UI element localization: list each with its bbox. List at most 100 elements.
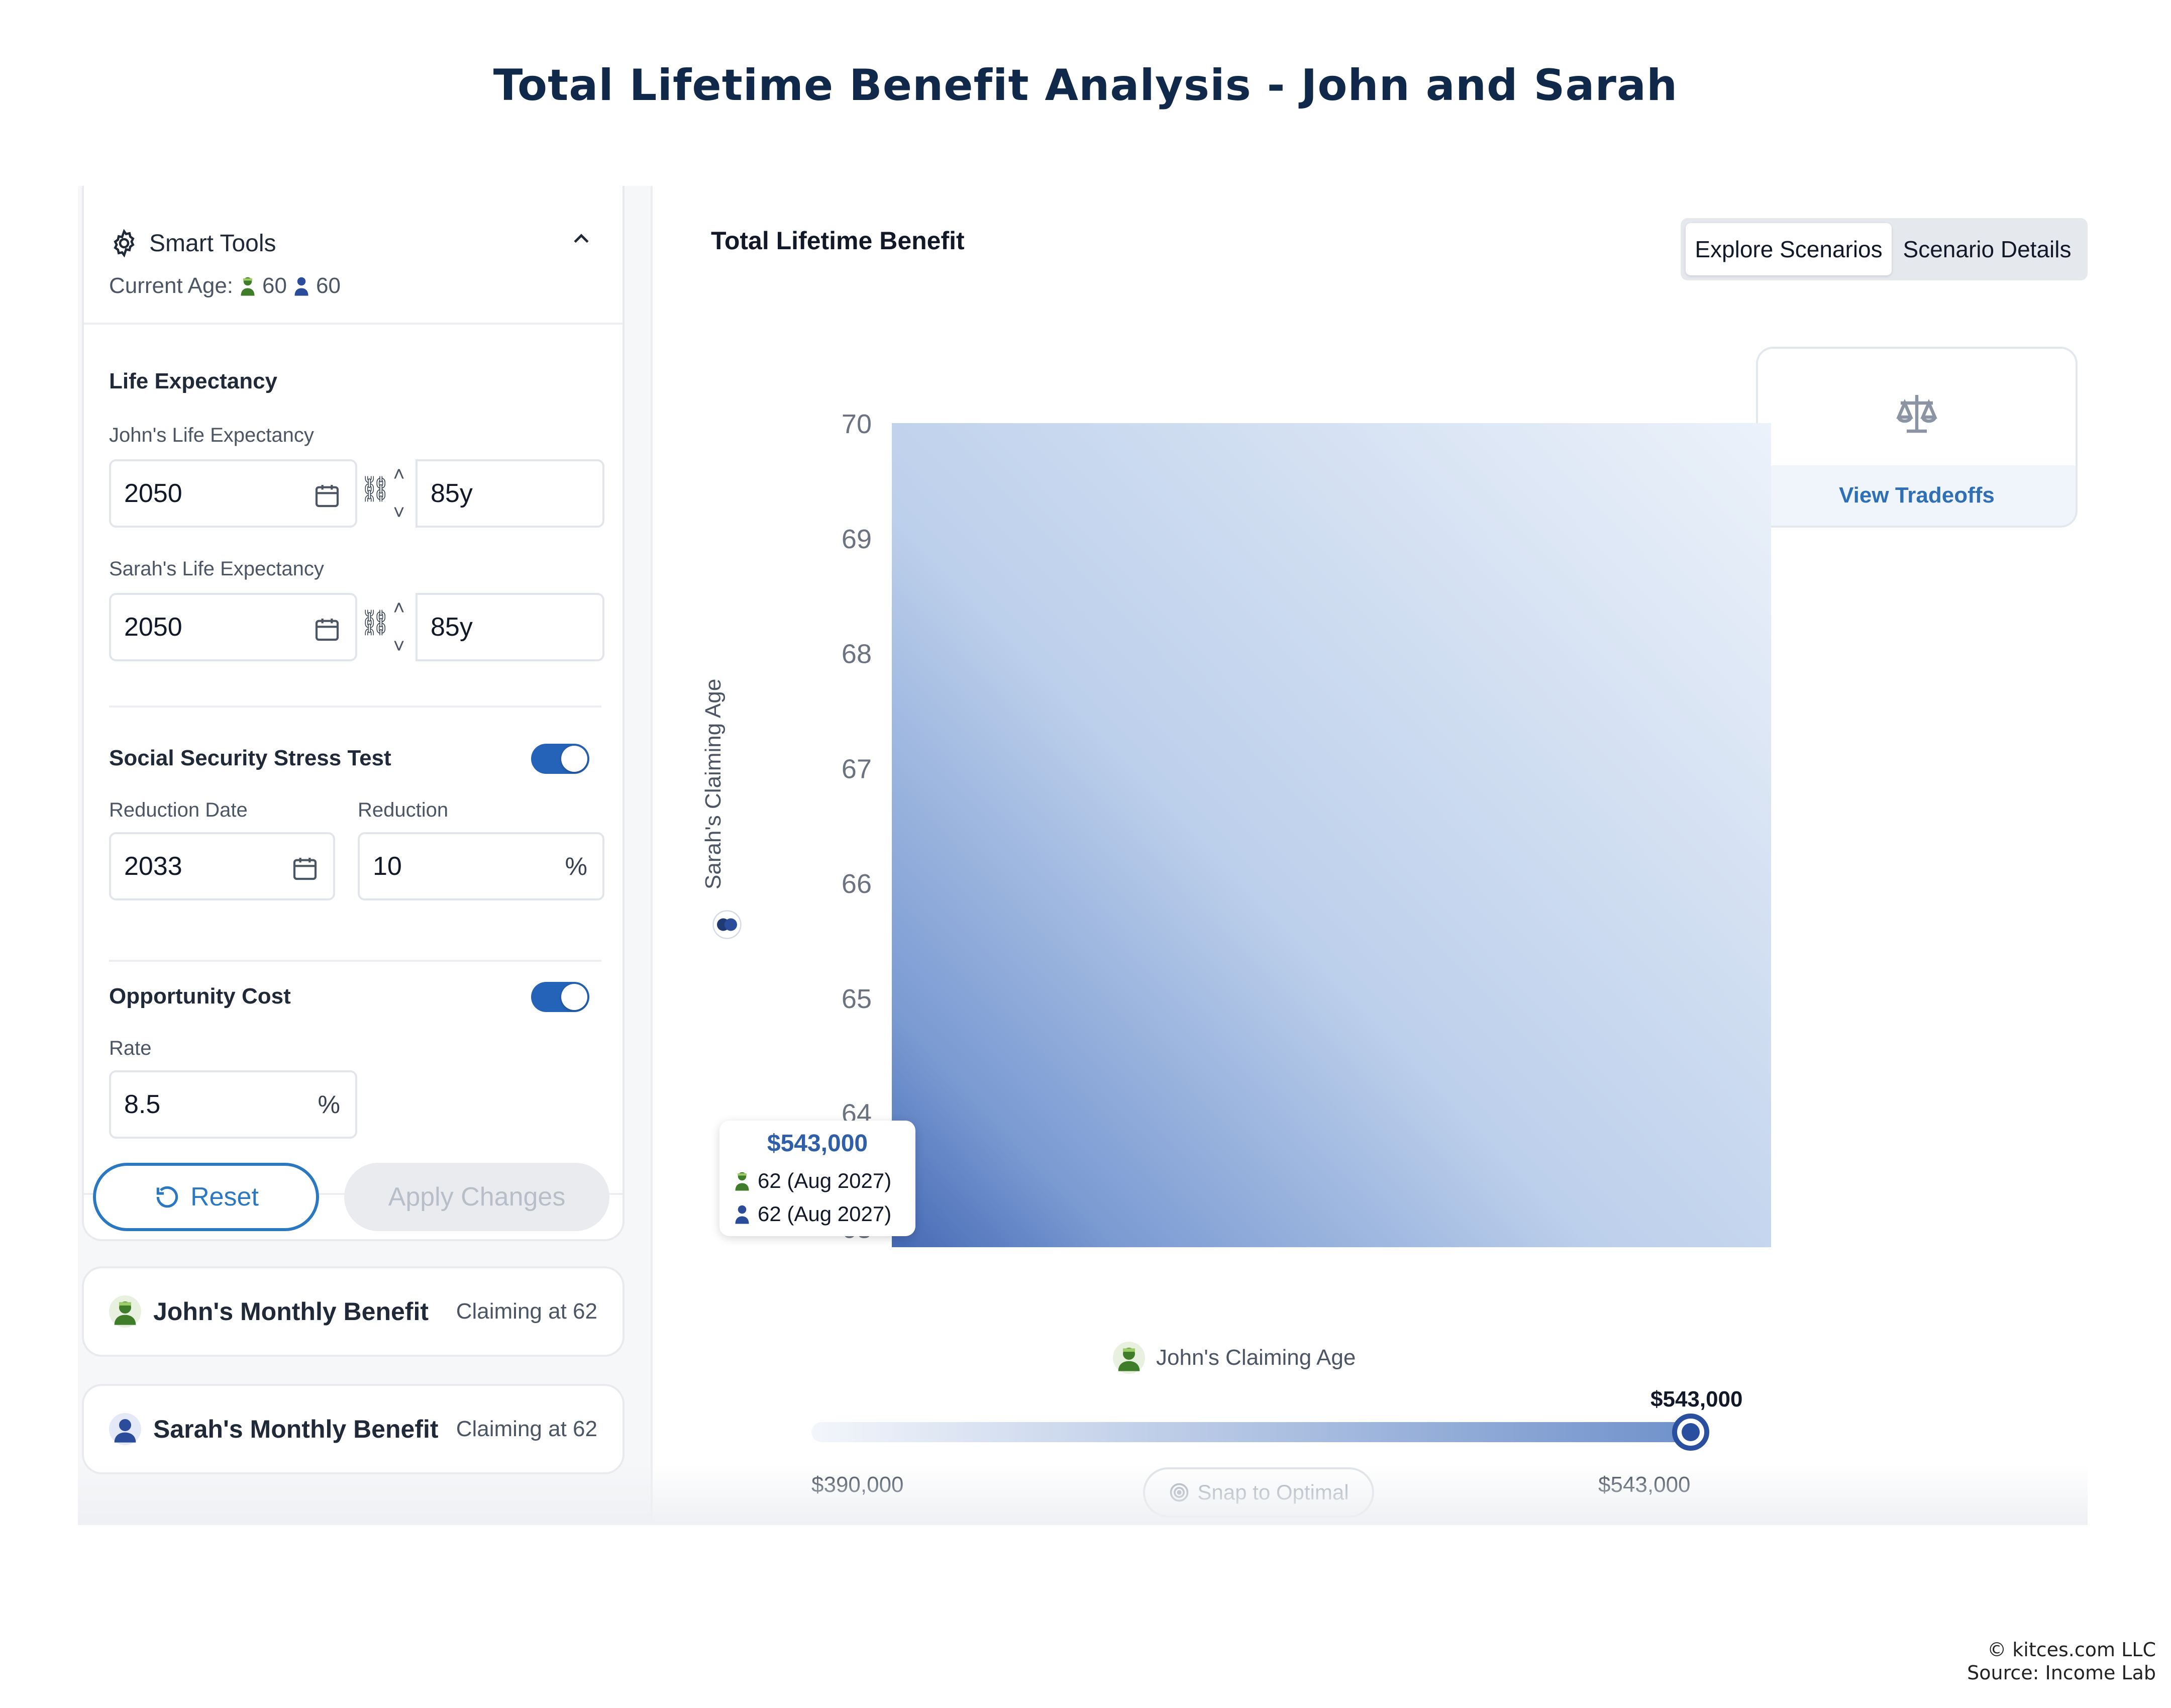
person-green-icon (1113, 1342, 1145, 1374)
apply-changes-label: Apply Changes (388, 1182, 566, 1212)
john-life-expectancy-year-value: 2050 (124, 479, 182, 508)
y-tick-label: 67 (842, 754, 872, 784)
gear-icon (109, 228, 139, 258)
step-down-icon[interactable]: ˅ (393, 501, 405, 524)
sarah-age-stepper[interactable]: ˄ ˅ (382, 593, 418, 661)
person-green-icon (240, 276, 255, 296)
calendar-icon[interactable] (291, 854, 319, 882)
tab-scenario-details[interactable]: Scenario Details (1903, 236, 2072, 262)
step-down-icon[interactable]: ˅ (393, 635, 405, 657)
person-blue-icon (294, 276, 309, 296)
reset-label: Reset (190, 1182, 259, 1212)
slider-min-label: $390,000 (811, 1472, 904, 1497)
sarah-life-expectancy-label: Sarah's Life Expectancy (109, 558, 324, 580)
john-claiming-text: Claiming at 62 (456, 1299, 597, 1324)
john-life-expectancy-age-input[interactable]: 85y (418, 459, 604, 528)
tooltip-john-value: 62 (Aug 2027) (758, 1169, 892, 1192)
chevron-up-icon[interactable] (570, 228, 592, 250)
person-blue-icon (109, 1413, 141, 1445)
benefit-slider-track[interactable] (811, 1422, 1691, 1442)
current-age-label: Current Age: (109, 273, 234, 298)
sarah-age-marker-icon[interactable] (712, 910, 742, 940)
snap-to-optimal-label: Snap to Optimal (1197, 1480, 1349, 1504)
sidebar: Smart Tools Current Age: 60 60 Life Expe… (78, 186, 653, 1525)
person-green-icon (109, 1295, 141, 1328)
app-window: Smart Tools Current Age: 60 60 Life Expe… (78, 186, 2088, 1525)
heatmap-chart[interactable]: 626364656667686970 626364656667686970 (681, 192, 1836, 1247)
person-green-icon (735, 1171, 750, 1191)
credit-block: © kitces.com LLC Source: Income Lab (1967, 1638, 2156, 1684)
y-tick-label: 70 (842, 409, 872, 439)
reset-button[interactable]: Reset (93, 1163, 319, 1231)
john-current-age: 60 (262, 273, 287, 298)
john-life-expectancy-year-input[interactable]: 2050 (109, 459, 357, 528)
reduction-value: 10 (373, 852, 402, 881)
divider (84, 323, 623, 325)
rate-value: 8.5 (124, 1090, 161, 1119)
source-text: Source: Income Lab (1967, 1662, 2156, 1684)
refresh-icon (153, 1183, 181, 1211)
tooltip-john-row: 62 (Aug 2027) (735, 1169, 891, 1193)
view-tradeoffs-card[interactable]: View Tradeoffs (1756, 347, 2078, 528)
john-benefit-title: John's Monthly Benefit (153, 1297, 429, 1326)
opportunity-cost-toggle[interactable] (531, 982, 589, 1012)
reduction-date-value: 2033 (124, 852, 182, 881)
rate-input[interactable]: 8.5 % (109, 1070, 357, 1139)
link-icon[interactable]: ⛓ (359, 609, 391, 637)
step-up-icon[interactable]: ˄ (393, 597, 405, 619)
divider (109, 706, 601, 708)
sarah-life-expectancy-age-input[interactable]: 85y (418, 593, 604, 661)
calendar-icon[interactable] (313, 615, 341, 643)
sarah-claiming-text: Claiming at 62 (456, 1417, 597, 1441)
view-tabs: Explore Scenarios Scenario Details (1681, 218, 2088, 280)
john-life-expectancy-age-value: 85y (431, 479, 473, 508)
snap-to-optimal-button[interactable]: Snap to Optimal (1143, 1467, 1374, 1518)
y-tick-label: 68 (842, 639, 872, 669)
tab-explore-scenarios[interactable]: Explore Scenarios (1686, 223, 1892, 275)
step-up-icon[interactable]: ˄ (393, 463, 405, 485)
scale-icon (1893, 389, 1941, 437)
calendar-icon[interactable] (313, 481, 341, 510)
tooltip-sarah-value: 62 (Aug 2027) (758, 1202, 892, 1226)
sarah-life-expectancy-age-value: 85y (431, 613, 473, 642)
slider-current-value: $543,000 (1650, 1387, 1743, 1412)
john-benefit-card[interactable]: John's Monthly Benefit Claiming at 62 (82, 1266, 625, 1357)
apply-changes-button[interactable]: Apply Changes (344, 1163, 609, 1231)
slider-max-label: $543,000 (1598, 1472, 1691, 1497)
view-tradeoffs-label: View Tradeoffs (1839, 483, 1995, 508)
copyright-text: © kitces.com LLC (1987, 1639, 2156, 1661)
tooltip-value: $543,000 (767, 1130, 868, 1157)
rate-unit: % (318, 1090, 340, 1119)
y-tick-label: 66 (842, 869, 872, 899)
y-tick-label: 65 (842, 984, 872, 1014)
reduction-input[interactable]: 10 % (358, 832, 604, 900)
tooltip-sarah-row: 62 (Aug 2027) (735, 1202, 891, 1226)
stress-test-heading: Social Security Stress Test (109, 746, 391, 770)
john-age-stepper[interactable]: ˄ ˅ (382, 459, 418, 528)
sarah-current-age: 60 (316, 273, 341, 298)
heatmap-surface[interactable] (892, 423, 1771, 1247)
smart-tools-card: Smart Tools Current Age: 60 60 Life Expe… (82, 186, 625, 1241)
y-axis-label: Sarah's Claiming Age (701, 678, 726, 889)
smart-tools-header[interactable]: Smart Tools (109, 223, 276, 263)
benefit-slider-thumb[interactable] (1672, 1414, 1709, 1451)
sarah-life-expectancy-year-input[interactable]: 2050 (109, 593, 357, 661)
reduction-date-input[interactable]: 2033 (109, 832, 335, 900)
sarah-benefit-card[interactable]: Sarah's Monthly Benefit Claiming at 62 (82, 1384, 625, 1474)
reduction-unit: % (565, 852, 587, 880)
life-expectancy-heading: Life Expectancy (109, 369, 278, 393)
reduction-label: Reduction (358, 799, 449, 821)
person-blue-icon (735, 1204, 750, 1224)
view-tradeoffs-footer[interactable]: View Tradeoffs (1758, 465, 2076, 526)
current-age-row: Current Age: 60 60 (109, 273, 341, 298)
link-icon[interactable]: ⛓ (359, 475, 391, 503)
rate-label: Rate (109, 1037, 152, 1059)
stress-test-toggle[interactable] (531, 744, 589, 774)
x-axis-label: John's Claiming Age (1156, 1345, 1356, 1370)
opportunity-cost-heading: Opportunity Cost (109, 984, 291, 1009)
divider (109, 960, 601, 962)
y-tick-label: 69 (842, 524, 872, 554)
target-icon (1168, 1481, 1190, 1503)
page-title: Total Lifetime Benefit Analysis - John a… (493, 60, 1678, 111)
reduction-date-label: Reduction Date (109, 799, 248, 821)
